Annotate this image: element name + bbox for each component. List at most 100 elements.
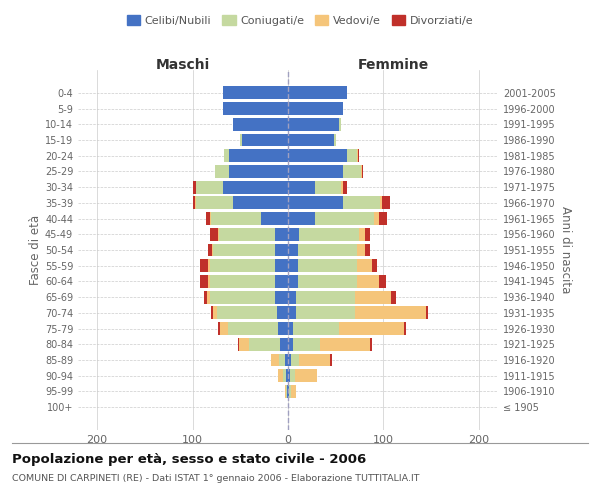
Bar: [285, 385, 288, 398]
Bar: [288, 290, 296, 304]
Bar: [288, 275, 298, 288]
Bar: [355, 306, 427, 320]
Bar: [285, 354, 288, 366]
Bar: [215, 165, 288, 178]
Bar: [211, 212, 288, 225]
Bar: [233, 118, 288, 130]
Bar: [224, 149, 288, 162]
Bar: [278, 370, 288, 382]
Bar: [299, 354, 330, 366]
Bar: [215, 165, 288, 178]
Bar: [296, 290, 355, 304]
Bar: [224, 149, 288, 162]
Bar: [288, 134, 334, 146]
Bar: [288, 196, 343, 209]
Bar: [357, 260, 372, 272]
Bar: [228, 322, 288, 335]
Bar: [212, 244, 288, 256]
Bar: [391, 290, 396, 304]
Bar: [288, 212, 315, 225]
Bar: [249, 338, 288, 351]
Text: Maschi: Maschi: [156, 58, 210, 72]
Bar: [196, 180, 288, 194]
Bar: [239, 338, 288, 351]
Bar: [293, 338, 320, 351]
Bar: [288, 86, 347, 100]
Bar: [224, 149, 288, 162]
Bar: [286, 385, 288, 398]
Bar: [334, 134, 336, 146]
Bar: [223, 102, 288, 115]
Bar: [220, 322, 288, 335]
Bar: [196, 196, 288, 209]
Bar: [280, 338, 288, 351]
Bar: [288, 338, 293, 351]
Bar: [210, 212, 288, 225]
Bar: [217, 306, 288, 320]
Bar: [212, 306, 288, 320]
Bar: [278, 322, 288, 335]
Bar: [372, 260, 377, 272]
Bar: [295, 370, 317, 382]
Bar: [218, 322, 288, 335]
Bar: [343, 196, 380, 209]
Bar: [223, 86, 288, 100]
Bar: [240, 134, 288, 146]
Bar: [355, 290, 391, 304]
Bar: [277, 306, 288, 320]
Bar: [240, 134, 288, 146]
Bar: [212, 244, 288, 256]
Bar: [285, 385, 288, 398]
Bar: [223, 180, 288, 194]
Bar: [275, 244, 288, 256]
Bar: [338, 322, 404, 335]
Bar: [223, 86, 288, 100]
Bar: [280, 354, 288, 366]
Bar: [288, 306, 296, 320]
Bar: [357, 149, 358, 162]
Bar: [223, 102, 288, 115]
Bar: [382, 196, 390, 209]
Bar: [315, 212, 374, 225]
Bar: [341, 180, 343, 194]
Bar: [200, 275, 288, 288]
Bar: [293, 322, 338, 335]
Bar: [210, 290, 288, 304]
Bar: [296, 306, 355, 320]
Bar: [288, 228, 299, 240]
Bar: [298, 260, 357, 272]
Bar: [223, 102, 288, 115]
Bar: [275, 275, 288, 288]
Bar: [238, 338, 288, 351]
Bar: [359, 228, 365, 240]
Bar: [361, 165, 364, 178]
Text: COMUNE DI CARPINETI (RE) - Dati ISTAT 1° gennaio 2006 - Elaborazione TUTTITALIA.: COMUNE DI CARPINETI (RE) - Dati ISTAT 1°…: [12, 474, 419, 483]
Bar: [275, 260, 288, 272]
Text: Femmine: Femmine: [358, 58, 428, 72]
Bar: [404, 322, 406, 335]
Bar: [365, 244, 370, 256]
Bar: [207, 290, 288, 304]
Bar: [298, 244, 357, 256]
Bar: [290, 370, 295, 382]
Legend: Celibi/Nubili, Coniugati/e, Vedovi/e, Divorziati/e: Celibi/Nubili, Coniugati/e, Vedovi/e, Di…: [122, 10, 478, 30]
Bar: [358, 149, 359, 162]
Bar: [379, 275, 386, 288]
Bar: [288, 149, 347, 162]
Bar: [218, 228, 288, 240]
Bar: [215, 165, 288, 178]
Bar: [210, 260, 288, 272]
Bar: [289, 385, 291, 398]
Bar: [374, 212, 379, 225]
Bar: [219, 228, 288, 240]
Bar: [229, 165, 288, 178]
Bar: [283, 370, 288, 382]
Bar: [291, 385, 296, 398]
Bar: [223, 102, 288, 115]
Bar: [288, 322, 293, 335]
Bar: [288, 370, 290, 382]
Bar: [288, 102, 343, 115]
Bar: [271, 354, 288, 366]
Bar: [233, 118, 288, 130]
Bar: [288, 385, 289, 398]
